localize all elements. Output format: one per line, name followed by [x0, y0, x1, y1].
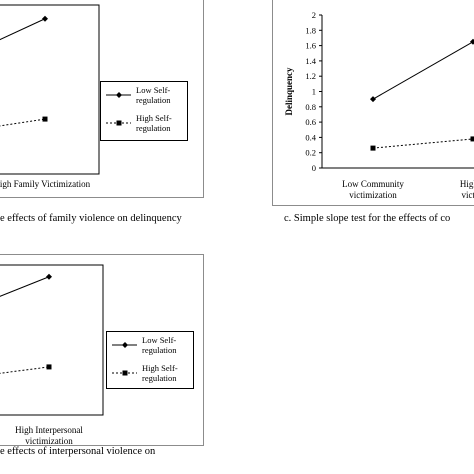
series-line-low	[0, 276, 50, 297]
legend-label-high: High Self-regulation	[142, 363, 178, 383]
y-tick-label: 0	[312, 163, 316, 173]
legend-marker-low	[116, 92, 122, 98]
data-point-high	[42, 116, 48, 122]
legend-interpersonal: Low Self-regulation High Self-regulation	[106, 331, 194, 389]
caption-community: c. Simple slope test for the effects of …	[284, 213, 451, 224]
data-point-low	[370, 96, 376, 103]
legend-label-high: High Self-regulation	[136, 113, 172, 133]
legend-label-low: Low Self-regulation	[136, 85, 171, 105]
plot-area-border	[0, 4, 100, 175]
x-tick-label: igh Family Victimization	[0, 179, 91, 189]
y-tick-label: 1.8	[305, 25, 316, 35]
series-line-high	[372, 138, 474, 149]
y-tick-label: 0.2	[305, 148, 316, 158]
series-line-low	[0, 18, 46, 41]
y-tick-label: 1.6	[305, 41, 316, 51]
plot-area-border	[0, 264, 104, 416]
y-tick-label: 1	[312, 87, 316, 97]
data-point-low	[470, 38, 474, 45]
y-tick-label: 1.4	[305, 56, 316, 66]
series-line-high	[0, 366, 50, 374]
legend-label-low: Low Self-regulation	[142, 335, 177, 355]
data-point-low	[46, 273, 52, 280]
data-point-low	[42, 15, 48, 22]
x-tick-label: Low Community victimization	[342, 179, 404, 200]
y-tick-label: 0.4	[305, 132, 316, 142]
legend-family: Low Self-regulation High Self-regulation	[100, 81, 188, 141]
data-point-high	[370, 145, 376, 151]
chart-family-frame: igh Family Victimization Low Self-regula…	[0, 0, 204, 198]
data-point-high	[46, 364, 52, 370]
caption-interpersonal: e effects of interpersonal violence on	[0, 446, 156, 457]
y-tick-label: 1.2	[305, 71, 316, 81]
series-line-low	[372, 41, 474, 100]
chart-interpersonal-frame: High Interpersonal victimization Low Self…	[0, 254, 204, 446]
chart-community-frame: 0 0.2 0.4 0.6 0.8 1 1.2 1.4 1.6 1.8 2 Delinquency Lo…	[272, 0, 474, 206]
data-point-high	[470, 136, 474, 142]
x-tick-label: High Interpersonal victimization	[15, 425, 83, 446]
legend-marker-high	[122, 370, 128, 376]
chart-family: igh Family Victimization	[0, 4, 100, 189]
series-line-high	[0, 118, 46, 127]
chart-community: 0 0.2 0.4 0.6 0.8 1 1.2 1.4 1.6 1.8 2 Delinquency Lo…	[284, 10, 474, 200]
y-axis-label: Delinquency	[284, 67, 294, 116]
y-tick-label: 2	[312, 10, 316, 20]
chart-interpersonal: High Interpersonal victimization	[0, 264, 104, 446]
y-tick-label: 0.6	[305, 117, 316, 127]
caption-family: e effects of family violence on delinque…	[0, 213, 182, 224]
legend-marker-high	[116, 120, 122, 126]
legend-marker-low	[122, 342, 128, 348]
y-tick-label: 0.8	[305, 102, 316, 112]
x-tick-label: High Cvictim	[460, 179, 474, 200]
